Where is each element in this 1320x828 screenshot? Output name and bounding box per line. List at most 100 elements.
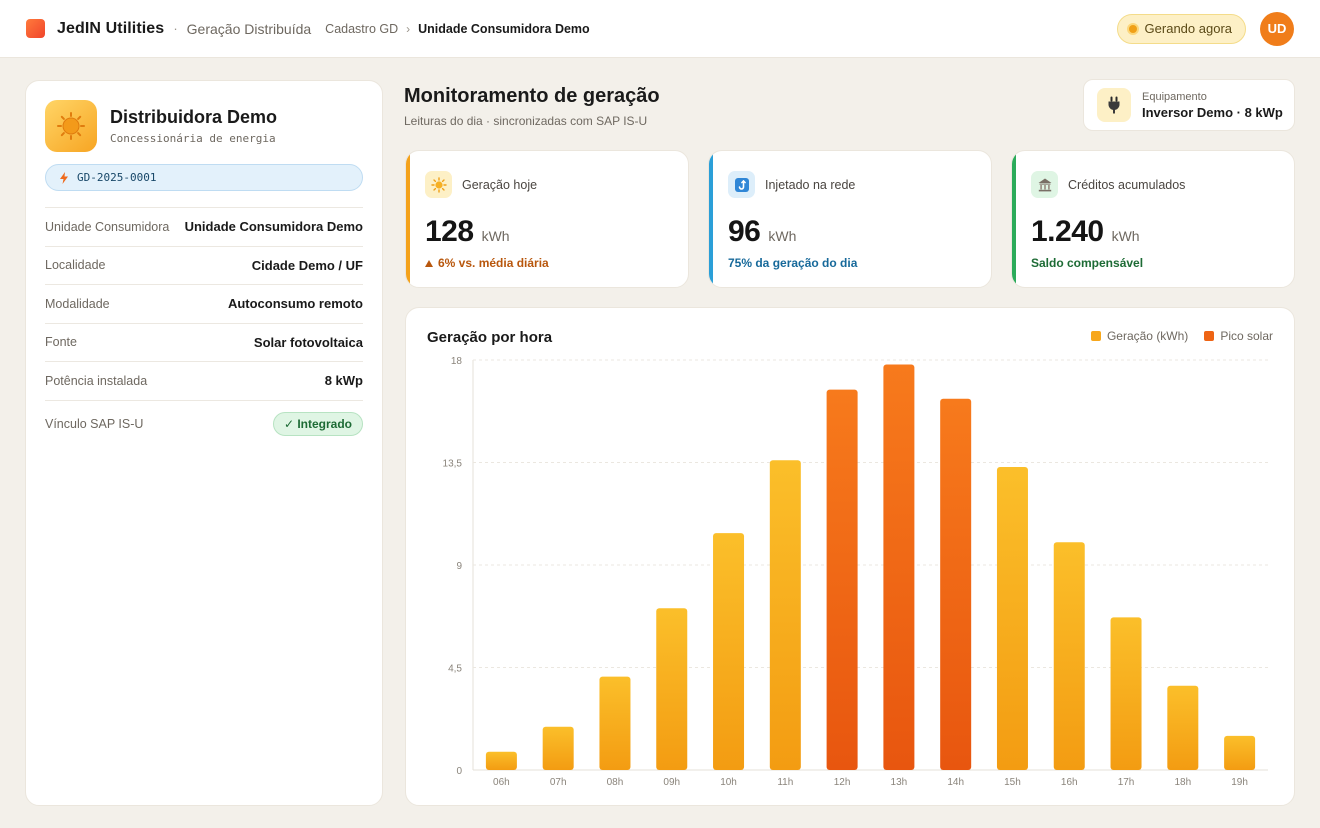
gd-code: GD-2025-0001 bbox=[77, 171, 157, 184]
kpi-note: 75% da geração do dia bbox=[728, 256, 858, 270]
status-dot-icon bbox=[1128, 24, 1137, 33]
equipment-label: Equipamento bbox=[1142, 90, 1207, 103]
detail-label: Vínculo SAP IS-U bbox=[45, 416, 144, 431]
legend-label: Geração (kWh) bbox=[1106, 329, 1189, 343]
breadcrumb-item-cadastro[interactable]: Cadastro GD bbox=[325, 21, 399, 36]
section-title: Geração Distribuída bbox=[186, 20, 312, 37]
detail-label: Fonte bbox=[45, 335, 77, 350]
kpi-unit: kWh bbox=[1111, 228, 1140, 244]
bar bbox=[713, 533, 745, 770]
y-tick-label: 18 bbox=[451, 356, 463, 367]
bar bbox=[599, 676, 631, 770]
brand-logo-icon bbox=[26, 19, 45, 38]
trend-up-icon bbox=[425, 260, 433, 267]
detail-row-potencia: Potência instalada 8 kWp bbox=[45, 362, 363, 401]
bar bbox=[1053, 542, 1085, 770]
detail-row-unidade: Unidade Consumidora Unidade Consumidora … bbox=[45, 208, 363, 247]
kpi-value: 96 bbox=[728, 215, 761, 248]
kpi-card-credits: Créditos acumulados 1.240 kWh Saldo comp… bbox=[1011, 150, 1295, 288]
x-tick-label: 09h bbox=[663, 777, 680, 788]
chart-title: Geração por hora bbox=[427, 329, 553, 346]
detail-row-modalidade: Modalidade Autoconsumo remoto bbox=[45, 285, 363, 324]
distributor-card: Distribuidora Demo Concessionária de ene… bbox=[25, 80, 383, 806]
detail-label: Unidade Consumidora bbox=[45, 219, 170, 234]
sap-integration-badge: ✓ Integrado bbox=[272, 411, 363, 436]
bar bbox=[1167, 685, 1199, 770]
bar bbox=[542, 726, 574, 770]
bar-peak bbox=[883, 364, 915, 770]
kpi-note: 6% vs. média diária bbox=[438, 256, 549, 270]
x-tick-label: 11h bbox=[777, 777, 793, 788]
legend-swatch-generation bbox=[1090, 331, 1101, 341]
detail-label: Modalidade bbox=[45, 296, 110, 311]
x-tick-label: 18h bbox=[1174, 777, 1191, 788]
detail-value: Solar fotovoltaica bbox=[253, 334, 363, 350]
kpi-value: 128 bbox=[425, 215, 474, 248]
y-tick-label: 9 bbox=[456, 561, 462, 572]
kpi-label: Créditos acumulados bbox=[1068, 177, 1186, 192]
x-tick-label: 14h bbox=[947, 777, 964, 788]
sun-icon bbox=[45, 100, 97, 152]
detail-value: 8 kWp bbox=[324, 373, 363, 389]
bar-peak bbox=[940, 398, 972, 770]
detail-value: Cidade Demo / UF bbox=[251, 257, 363, 273]
plug-icon bbox=[1097, 88, 1131, 122]
y-tick-label: 0 bbox=[456, 766, 462, 777]
sun-icon bbox=[425, 171, 452, 198]
bar bbox=[485, 751, 517, 770]
bar bbox=[996, 467, 1028, 770]
top-bar: JedIN Utilities · Geração Distribuída Ca… bbox=[0, 0, 1320, 58]
kpi-note: Saldo compensável bbox=[1031, 256, 1144, 270]
distributor-name: Distribuidora Demo bbox=[110, 107, 278, 127]
hourly-generation-chart-card: 0 4,5 9 13,5 18 06h 07h 08h 09h 10h 11h 12h 13h 14h 15… bbox=[405, 307, 1295, 806]
x-tick-label: 10h bbox=[720, 777, 737, 788]
bar bbox=[656, 608, 688, 770]
detail-value: Unidade Consumidora Demo bbox=[184, 219, 363, 235]
legend-item-generation[interactable]: Geração (kWh) bbox=[1090, 329, 1189, 343]
x-tick-label: 13h bbox=[891, 777, 908, 788]
detail-row-localidade: Localidade Cidade Demo / UF bbox=[45, 247, 363, 285]
user-avatar[interactable]: UD bbox=[1260, 11, 1294, 46]
distributor-subtitle: Concessionária de energia bbox=[110, 132, 276, 145]
x-tick-label: 08h bbox=[607, 777, 624, 788]
kpi-unit: kWh bbox=[481, 228, 510, 244]
x-tick-label: 17h bbox=[1118, 777, 1135, 788]
y-tick-label: 4,5 bbox=[448, 664, 462, 675]
detail-value: Autoconsumo remoto bbox=[227, 296, 363, 312]
grid-injection-icon bbox=[728, 171, 755, 198]
detail-row-sap: Vínculo SAP IS-U ✓ Integrado bbox=[45, 401, 363, 447]
breadcrumb: Cadastro GD › Unidade Consumidora Demo bbox=[325, 22, 590, 36]
x-tick-label: 19h bbox=[1231, 777, 1248, 788]
legend-item-peak[interactable]: Pico solar bbox=[1204, 329, 1273, 343]
kpi-unit: kWh bbox=[768, 228, 797, 244]
legend-swatch-peak bbox=[1204, 331, 1215, 341]
breadcrumb-chevron-icon: › bbox=[406, 21, 411, 36]
gd-code-chip[interactable]: GD-2025-0001 bbox=[45, 164, 363, 191]
legend-label: Pico solar bbox=[1220, 329, 1273, 343]
bar bbox=[1224, 735, 1256, 770]
chart-legend: Geração (kWh) Pico solar bbox=[1075, 329, 1273, 343]
x-tick-label: 12h bbox=[834, 777, 851, 788]
kpi-label: Injetado na rede bbox=[765, 177, 856, 192]
y-tick-label: 13,5 bbox=[443, 459, 463, 470]
kpi-value: 1.240 bbox=[1031, 215, 1104, 248]
bar bbox=[1110, 617, 1142, 770]
brand-separator: · bbox=[173, 21, 178, 36]
status-text: Gerando agora bbox=[1144, 21, 1232, 36]
generation-status-badge: Gerando agora bbox=[1116, 13, 1246, 44]
kpi-card-generation: Geração hoje 128 kWh 6% vs. média diária bbox=[405, 150, 689, 288]
x-tick-label: 06h bbox=[493, 777, 510, 788]
x-tick-label: 07h bbox=[550, 777, 567, 788]
brand-name[interactable]: JedIN Utilities bbox=[57, 19, 165, 37]
page-subtitle: Leituras do dia · sincronizadas com SAP … bbox=[404, 114, 648, 128]
bar-peak bbox=[826, 389, 858, 770]
detail-row-fonte: Fonte Solar fotovoltaica bbox=[45, 324, 363, 362]
hourly-generation-chart: 0 4,5 9 13,5 18 06h 07h 08h 09h 10h 11h 12h 13h 14h 15… bbox=[443, 356, 1268, 788]
kpi-card-injected: Injetado na rede 96 kWh 75% da geração d… bbox=[708, 150, 992, 288]
details-list: Unidade Consumidora Unidade Consumidora … bbox=[45, 207, 363, 447]
page-title: Monitoramento de geração bbox=[404, 85, 660, 107]
breadcrumb-item-current: Unidade Consumidora Demo bbox=[418, 21, 590, 36]
detail-label: Potência instalada bbox=[45, 373, 148, 388]
equipment-card[interactable]: Equipamento Inversor Demo · 8 kWp bbox=[1083, 79, 1295, 131]
detail-label: Localidade bbox=[45, 258, 106, 273]
